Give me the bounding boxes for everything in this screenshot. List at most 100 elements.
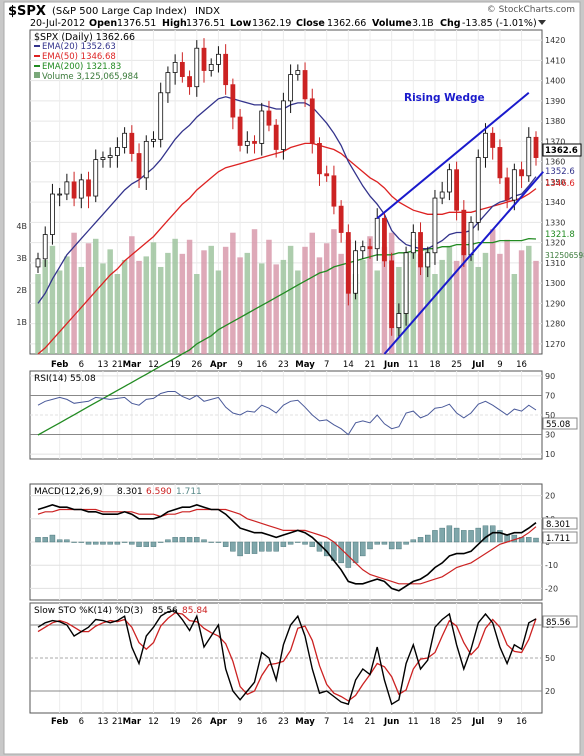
macd-histogram-bar: [201, 539, 207, 543]
macd-histogram-bar: [85, 541, 92, 545]
macd-histogram-bar: [157, 541, 164, 543]
macd-histogram-bar: [432, 530, 438, 543]
x-tick-label-bottom: 25: [451, 717, 462, 727]
macd-tick-label: 20: [545, 492, 555, 501]
candle-body: [223, 53, 229, 86]
macd-histogram-bar: [244, 541, 251, 554]
volume-bar: [338, 253, 344, 354]
x-tick-label-bottom: 7: [324, 717, 329, 727]
wedge-upper-line: [376, 92, 530, 220]
macd-histogram-bar: [186, 537, 193, 543]
x-tick-label-bottom: 26: [191, 717, 202, 727]
volume-bar: [143, 256, 150, 354]
rsi-tick-label: 70: [545, 391, 555, 400]
x-tick-label: 7: [324, 360, 329, 370]
candle-body: [504, 177, 510, 201]
x-tick-label: Mar: [123, 360, 142, 370]
price-tick-label: 1310: [545, 259, 565, 268]
x-tick-label-bottom: 9: [237, 717, 242, 727]
volume-bar: [511, 274, 518, 354]
candle-body: [266, 110, 272, 126]
candle-body: [172, 62, 178, 73]
volume-bar: [251, 229, 258, 354]
candle-body: [519, 169, 524, 177]
x-tick-label-bottom: Mar: [123, 717, 142, 727]
macd-histogram-bar: [453, 527, 460, 543]
volume-bar: [201, 250, 207, 354]
macd-histogram-bar: [237, 541, 243, 557]
candle-body: [35, 258, 41, 268]
x-tick-label: 16: [516, 360, 527, 370]
volume-bar: [230, 232, 236, 354]
volume-bar: [316, 257, 323, 354]
rising-wedge-lines: [376, 92, 544, 355]
macd-histogram-bar: [150, 541, 157, 547]
candle-body: [317, 142, 322, 175]
candle-body: [86, 179, 91, 197]
quote-low: 1362.19: [252, 18, 291, 29]
legend-ema20: EMA(20) 1352.63: [42, 42, 116, 52]
quote-chg: -13.85 (-1.01%): [462, 18, 537, 29]
candle-body: [194, 47, 200, 88]
rsi-tick-label: 10: [545, 450, 555, 459]
indicator-value-tags: 55.08 8.301 1.711 85.56: [542, 417, 578, 628]
x-tick-label-bottom: 12: [148, 717, 159, 727]
x-tick-label: Feb: [51, 360, 68, 370]
volume-bar: [237, 257, 243, 354]
x-tick-label-bottom: Feb: [51, 717, 68, 727]
volume-bar: [504, 239, 510, 354]
candle-body: [57, 193, 63, 196]
ema200-tag: 1321.8: [545, 230, 575, 240]
svg-text:85.56: 85.56: [152, 606, 178, 616]
x-tick-label: Jun: [383, 360, 399, 370]
x-tick-label: 21: [112, 360, 123, 370]
candle-body: [252, 140, 257, 144]
volume-bar: [71, 232, 77, 354]
candle-body: [201, 47, 207, 71]
candle-body: [389, 260, 395, 329]
rsi-tick-label: 50: [545, 411, 555, 420]
volume-bar: [518, 250, 525, 354]
x-tick-label: 12: [148, 360, 159, 370]
candle-body: [468, 221, 474, 256]
candle-body: [158, 92, 164, 140]
volume-bar: [461, 246, 467, 354]
ema50-line: [37, 142, 537, 355]
candle-body: [93, 159, 99, 197]
rsi-tick-label: 30: [545, 431, 555, 440]
candle-body: [446, 169, 452, 193]
dropdown-triangle-icon[interactable]: [538, 20, 546, 25]
macd-histogram-bar: [251, 541, 258, 554]
x-tick-label: 18: [430, 360, 441, 370]
x-tick-label: 13: [98, 360, 109, 370]
candle-body: [50, 193, 55, 235]
volume-bar: [367, 236, 373, 354]
volume-bar: [526, 245, 532, 354]
volume-bar: [165, 252, 171, 354]
volume-tag: 3125065984: [545, 251, 584, 260]
volume-bar: [150, 242, 157, 354]
candle-body: [151, 138, 156, 142]
volume-bar: [374, 270, 380, 354]
macd-histogram-bar: [208, 541, 214, 543]
macd-histogram-bar: [49, 534, 56, 543]
candle-body: [230, 84, 236, 118]
volume-bar: [432, 274, 438, 354]
volume-bar: [157, 266, 164, 354]
x-tick-label-bottom: 13: [98, 717, 109, 727]
x-tick-label-bottom: 14: [343, 717, 354, 727]
candle-body: [100, 157, 106, 160]
volume-bar: [78, 266, 85, 354]
price-tick-label: 1330: [545, 218, 565, 227]
volume-bar: [424, 249, 431, 354]
x-tick-label: 9: [237, 360, 242, 370]
legend-ema50: EMA(50) 1346.68: [42, 52, 116, 62]
macd-histogram-bar: [121, 541, 128, 543]
x-tick-label-bottom: 23: [278, 717, 289, 727]
candle-body: [42, 234, 48, 260]
macd-histogram-bar: [165, 539, 171, 543]
price-value-tags: 1362.6 1352.6 1346.6 1321.8 3125065984: [542, 143, 584, 260]
volume-bar: [172, 238, 178, 354]
